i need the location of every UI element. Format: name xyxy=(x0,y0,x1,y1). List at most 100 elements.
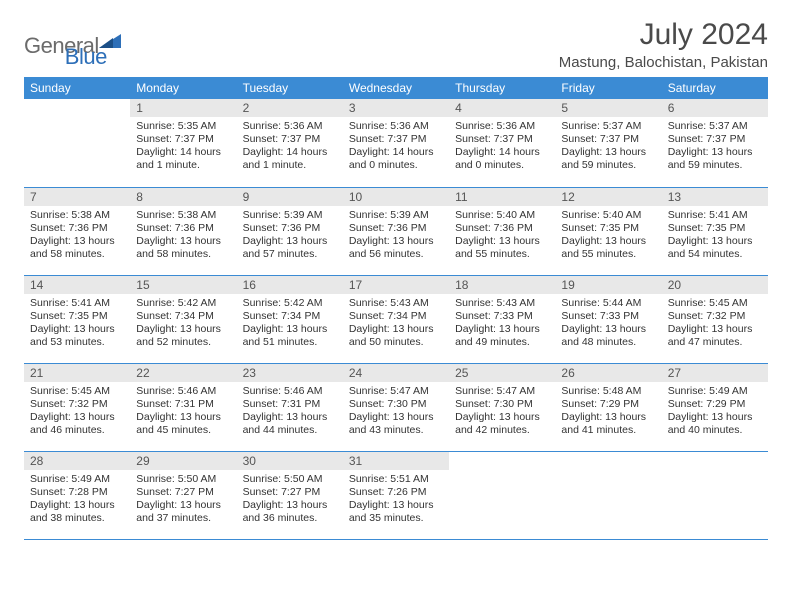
day-content: Sunrise: 5:47 AMSunset: 7:30 PMDaylight:… xyxy=(449,382,555,442)
sunset-text: Sunset: 7:37 PM xyxy=(668,133,762,146)
calendar-day-cell: 10Sunrise: 5:39 AMSunset: 7:36 PMDayligh… xyxy=(343,187,449,275)
day-content: Sunrise: 5:42 AMSunset: 7:34 PMDaylight:… xyxy=(237,294,343,354)
calendar-day-cell: 29Sunrise: 5:50 AMSunset: 7:27 PMDayligh… xyxy=(130,451,236,539)
day-content: Sunrise: 5:43 AMSunset: 7:33 PMDaylight:… xyxy=(449,294,555,354)
sunset-text: Sunset: 7:34 PM xyxy=(136,310,230,323)
day-number: 18 xyxy=(449,276,555,294)
calendar-week-row: .1Sunrise: 5:35 AMSunset: 7:37 PMDayligh… xyxy=(24,99,768,187)
daylight-text: Daylight: 13 hours and 43 minutes. xyxy=(349,411,443,437)
calendar-day-cell: 25Sunrise: 5:47 AMSunset: 7:30 PMDayligh… xyxy=(449,363,555,451)
daylight-text: Daylight: 13 hours and 56 minutes. xyxy=(349,235,443,261)
sunrise-text: Sunrise: 5:46 AM xyxy=(136,385,230,398)
sunset-text: Sunset: 7:37 PM xyxy=(349,133,443,146)
sunset-text: Sunset: 7:34 PM xyxy=(243,310,337,323)
day-number: 2 xyxy=(237,99,343,117)
sunset-text: Sunset: 7:31 PM xyxy=(136,398,230,411)
daylight-text: Daylight: 13 hours and 53 minutes. xyxy=(30,323,124,349)
sunset-text: Sunset: 7:35 PM xyxy=(561,222,655,235)
logo: General Blue xyxy=(24,18,107,70)
calendar-day-cell: . xyxy=(662,451,768,539)
weekday-header-row: Sunday Monday Tuesday Wednesday Thursday… xyxy=(24,77,768,99)
day-content: Sunrise: 5:38 AMSunset: 7:36 PMDaylight:… xyxy=(130,206,236,266)
calendar-day-cell: 3Sunrise: 5:36 AMSunset: 7:37 PMDaylight… xyxy=(343,99,449,187)
sunrise-text: Sunrise: 5:46 AM xyxy=(243,385,337,398)
day-number: 16 xyxy=(237,276,343,294)
day-content: Sunrise: 5:39 AMSunset: 7:36 PMDaylight:… xyxy=(343,206,449,266)
sunrise-text: Sunrise: 5:42 AM xyxy=(243,297,337,310)
daylight-text: Daylight: 13 hours and 55 minutes. xyxy=(561,235,655,261)
sunrise-text: Sunrise: 5:40 AM xyxy=(561,209,655,222)
sunrise-text: Sunrise: 5:44 AM xyxy=(561,297,655,310)
sunrise-text: Sunrise: 5:38 AM xyxy=(30,209,124,222)
sunset-text: Sunset: 7:36 PM xyxy=(349,222,443,235)
sunset-text: Sunset: 7:28 PM xyxy=(30,486,124,499)
calendar-body: .1Sunrise: 5:35 AMSunset: 7:37 PMDayligh… xyxy=(24,99,768,539)
daylight-text: Daylight: 13 hours and 59 minutes. xyxy=(668,146,762,172)
calendar-week-row: 28Sunrise: 5:49 AMSunset: 7:28 PMDayligh… xyxy=(24,451,768,539)
calendar-day-cell: 2Sunrise: 5:36 AMSunset: 7:37 PMDaylight… xyxy=(237,99,343,187)
day-content: Sunrise: 5:43 AMSunset: 7:34 PMDaylight:… xyxy=(343,294,449,354)
calendar-day-cell: 9Sunrise: 5:39 AMSunset: 7:36 PMDaylight… xyxy=(237,187,343,275)
daylight-text: Daylight: 13 hours and 38 minutes. xyxy=(30,499,124,525)
month-title: July 2024 xyxy=(559,18,768,52)
day-content: Sunrise: 5:36 AMSunset: 7:37 PMDaylight:… xyxy=(343,117,449,177)
sunrise-text: Sunrise: 5:39 AM xyxy=(349,209,443,222)
sunrise-text: Sunrise: 5:36 AM xyxy=(349,120,443,133)
day-number: 7 xyxy=(24,188,130,206)
day-content: Sunrise: 5:44 AMSunset: 7:33 PMDaylight:… xyxy=(555,294,661,354)
day-number: 23 xyxy=(237,364,343,382)
sunrise-text: Sunrise: 5:40 AM xyxy=(455,209,549,222)
day-number: 4 xyxy=(449,99,555,117)
sunrise-text: Sunrise: 5:37 AM xyxy=(668,120,762,133)
calendar-week-row: 21Sunrise: 5:45 AMSunset: 7:32 PMDayligh… xyxy=(24,363,768,451)
calendar-day-cell: 6Sunrise: 5:37 AMSunset: 7:37 PMDaylight… xyxy=(662,99,768,187)
calendar-day-cell: 23Sunrise: 5:46 AMSunset: 7:31 PMDayligh… xyxy=(237,363,343,451)
daylight-text: Daylight: 13 hours and 50 minutes. xyxy=(349,323,443,349)
sunset-text: Sunset: 7:29 PM xyxy=(561,398,655,411)
sunrise-text: Sunrise: 5:49 AM xyxy=(30,473,124,486)
sunrise-text: Sunrise: 5:45 AM xyxy=(668,297,762,310)
daylight-text: Daylight: 14 hours and 0 minutes. xyxy=(349,146,443,172)
day-number: 17 xyxy=(343,276,449,294)
sunrise-text: Sunrise: 5:47 AM xyxy=(455,385,549,398)
calendar-table: Sunday Monday Tuesday Wednesday Thursday… xyxy=(24,77,768,540)
calendar-day-cell: 28Sunrise: 5:49 AMSunset: 7:28 PMDayligh… xyxy=(24,451,130,539)
day-number: 26 xyxy=(555,364,661,382)
calendar-day-cell: 14Sunrise: 5:41 AMSunset: 7:35 PMDayligh… xyxy=(24,275,130,363)
sunrise-text: Sunrise: 5:42 AM xyxy=(136,297,230,310)
sunset-text: Sunset: 7:36 PM xyxy=(455,222,549,235)
day-content: Sunrise: 5:45 AMSunset: 7:32 PMDaylight:… xyxy=(24,382,130,442)
header: General Blue July 2024 Mastung, Balochis… xyxy=(24,18,768,71)
day-number: 21 xyxy=(24,364,130,382)
calendar-week-row: 14Sunrise: 5:41 AMSunset: 7:35 PMDayligh… xyxy=(24,275,768,363)
sunset-text: Sunset: 7:34 PM xyxy=(349,310,443,323)
calendar-day-cell: 18Sunrise: 5:43 AMSunset: 7:33 PMDayligh… xyxy=(449,275,555,363)
calendar-day-cell: 19Sunrise: 5:44 AMSunset: 7:33 PMDayligh… xyxy=(555,275,661,363)
daylight-text: Daylight: 13 hours and 49 minutes. xyxy=(455,323,549,349)
day-content: Sunrise: 5:42 AMSunset: 7:34 PMDaylight:… xyxy=(130,294,236,354)
day-number: 30 xyxy=(237,452,343,470)
sunset-text: Sunset: 7:27 PM xyxy=(243,486,337,499)
weekday-header: Saturday xyxy=(662,77,768,99)
calendar-day-cell: 13Sunrise: 5:41 AMSunset: 7:35 PMDayligh… xyxy=(662,187,768,275)
day-number: 8 xyxy=(130,188,236,206)
sunset-text: Sunset: 7:31 PM xyxy=(243,398,337,411)
day-content: Sunrise: 5:45 AMSunset: 7:32 PMDaylight:… xyxy=(662,294,768,354)
daylight-text: Daylight: 13 hours and 42 minutes. xyxy=(455,411,549,437)
day-number: 29 xyxy=(130,452,236,470)
day-content: Sunrise: 5:41 AMSunset: 7:35 PMDaylight:… xyxy=(662,206,768,266)
daylight-text: Daylight: 13 hours and 41 minutes. xyxy=(561,411,655,437)
daylight-text: Daylight: 13 hours and 46 minutes. xyxy=(30,411,124,437)
day-number: 11 xyxy=(449,188,555,206)
daylight-text: Daylight: 13 hours and 54 minutes. xyxy=(668,235,762,261)
calendar-day-cell: 27Sunrise: 5:49 AMSunset: 7:29 PMDayligh… xyxy=(662,363,768,451)
calendar-day-cell: . xyxy=(555,451,661,539)
day-number: 31 xyxy=(343,452,449,470)
day-number: 19 xyxy=(555,276,661,294)
day-content: Sunrise: 5:39 AMSunset: 7:36 PMDaylight:… xyxy=(237,206,343,266)
calendar-day-cell: 8Sunrise: 5:38 AMSunset: 7:36 PMDaylight… xyxy=(130,187,236,275)
calendar-day-cell: . xyxy=(24,99,130,187)
location-text: Mastung, Balochistan, Pakistan xyxy=(559,54,768,71)
calendar-day-cell: 17Sunrise: 5:43 AMSunset: 7:34 PMDayligh… xyxy=(343,275,449,363)
daylight-text: Daylight: 13 hours and 45 minutes. xyxy=(136,411,230,437)
